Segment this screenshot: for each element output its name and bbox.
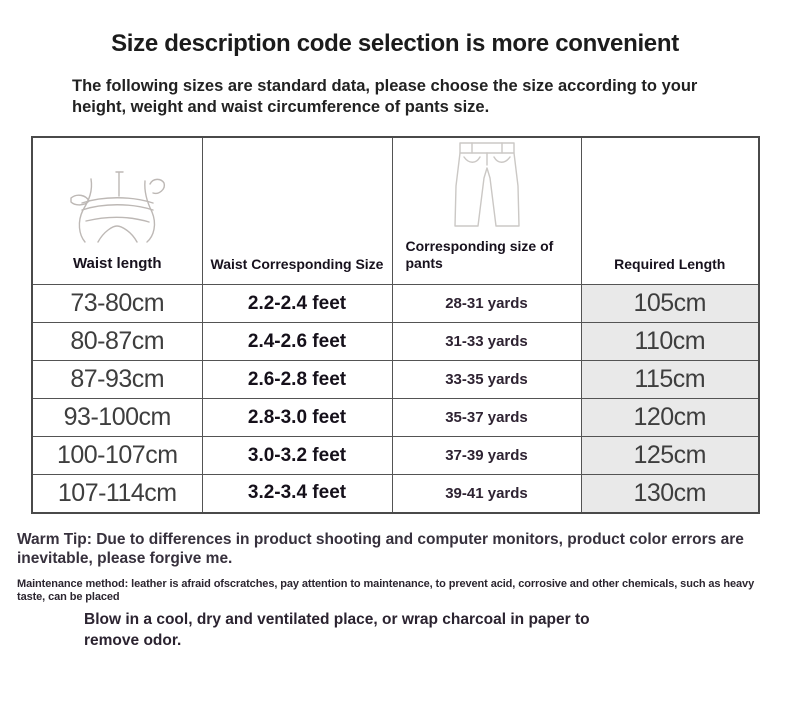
waist-measure-icon <box>33 167 202 247</box>
page-title: Size description code selection is more … <box>111 30 679 57</box>
table-row: 100-107cm 3.0-3.2 feet 37-39 yards 125cm <box>31 436 760 475</box>
header-label-pants-size: Corresponding size of pants <box>405 238 554 271</box>
header-cell-waist-size: Waist Corresponding Size <box>201 136 393 285</box>
storage-note: Blow in a cool, dry and ventilated place… <box>84 610 590 649</box>
cell-waist-range: 107-114cm <box>31 474 203 513</box>
cell-waist-feet: 2.2-2.4 feet <box>201 284 393 323</box>
cell-pants-yards: 28-31 yards <box>391 284 582 323</box>
header-cell-required-length: Required Length <box>580 136 760 285</box>
table-row: 87-93cm 2.6-2.8 feet 33-35 yards 115cm <box>31 360 760 399</box>
warm-tip-note: Warm Tip: Due to differences in product … <box>17 530 744 568</box>
cell-length: 105cm <box>580 284 760 323</box>
header-label-waist-length: Waist length <box>72 255 162 272</box>
cell-pants-yards: 37-39 yards <box>391 436 582 475</box>
cell-waist-feet: 2.6-2.8 feet <box>201 360 393 399</box>
cell-length: 130cm <box>580 474 760 513</box>
cell-waist-range: 100-107cm <box>31 436 203 475</box>
header-cell-waist-length: Waist length <box>31 136 203 285</box>
cell-length: 110cm <box>580 322 760 361</box>
header-cell-pants-size: Corresponding size of pants <box>391 136 582 285</box>
size-guide-page: Size description code selection is more … <box>0 30 790 651</box>
cell-waist-range: 87-93cm <box>31 360 203 399</box>
header-label-required-length: Required Length <box>614 256 726 272</box>
cell-waist-range: 93-100cm <box>31 398 203 437</box>
cell-pants-yards: 39-41 yards <box>391 474 582 513</box>
maintenance-note: Maintenance method: leather is afraid of… <box>17 577 755 604</box>
table-row: 80-87cm 2.4-2.6 feet 31-33 yards 110cm <box>31 322 760 361</box>
header-label-waist-size: Waist Corresponding Size <box>210 256 384 272</box>
cell-waist-feet: 3.0-3.2 feet <box>201 436 393 475</box>
table-row: 107-114cm 3.2-3.4 feet 39-41 yards 130cm <box>31 474 760 513</box>
cell-length: 120cm <box>580 398 760 437</box>
header-row: Waist length Waist Corresponding Size <box>31 136 760 285</box>
table-row: 73-80cm 2.2-2.4 feet 28-31 yards 105cm <box>31 284 760 323</box>
size-chart-table: Waist length Waist Corresponding Size <box>31 136 760 514</box>
cell-length: 115cm <box>580 360 760 399</box>
cell-waist-feet: 2.8-3.0 feet <box>201 398 393 437</box>
table-row: 93-100cm 2.8-3.0 feet 35-37 yards 120cm <box>31 398 760 437</box>
cell-pants-yards: 33-35 yards <box>391 360 582 399</box>
cell-length: 125cm <box>580 436 760 475</box>
cell-waist-feet: 3.2-3.4 feet <box>201 474 393 513</box>
page-subtitle: The following sizes are standard data, p… <box>72 77 698 116</box>
cell-pants-yards: 35-37 yards <box>391 398 582 437</box>
cell-pants-yards: 31-33 yards <box>391 322 582 361</box>
cell-waist-feet: 2.4-2.6 feet <box>201 322 393 361</box>
cell-waist-range: 80-87cm <box>31 322 203 361</box>
cell-waist-range: 73-80cm <box>31 284 203 323</box>
pants-icon <box>393 138 581 230</box>
